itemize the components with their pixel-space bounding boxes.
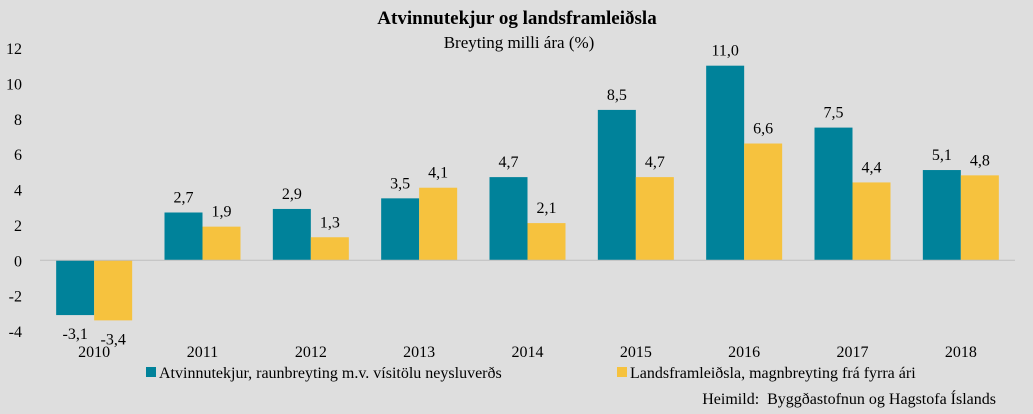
data-label-landsframleidsla-2013: 4,1	[428, 165, 448, 182]
data-label-atvinnutekjur-2012: 2,9	[282, 186, 302, 203]
x-tick-label-2018: 2018	[945, 344, 977, 361]
x-tick-label-2013: 2013	[403, 344, 435, 361]
bar-atvinnutekjur-2013	[381, 198, 420, 261]
bar-atvinnutekjur-2010	[56, 260, 95, 316]
bar-landsframleidsla-2012	[310, 237, 349, 261]
source-note: Heimild: Byggðastofnun og Hagstofa Íslan…	[702, 389, 996, 408]
x-tick-label-2011: 2011	[187, 344, 218, 361]
data-label-landsframleidsla-2015: 4,7	[645, 154, 665, 171]
legend-swatch-landsframleidsla	[617, 367, 627, 377]
data-label-landsframleidsla-2016: 6,6	[753, 121, 773, 138]
bar-landsframleidsla-2011	[202, 226, 241, 261]
bar-landsframleidsla-2014	[527, 223, 566, 261]
data-label-atvinnutekjur-2010: -3,1	[63, 326, 88, 343]
data-label-landsframleidsla-2012: 1,3	[320, 214, 340, 231]
data-label-atvinnutekjur-2018: 5,1	[932, 147, 952, 164]
bar-landsframleidsla-2017	[852, 182, 891, 261]
y-tick-label: 4	[14, 183, 22, 200]
bar-landsframleidsla-2018	[960, 175, 999, 261]
bar-atvinnutekjur-2012	[272, 208, 311, 261]
y-tick-label: -4	[9, 324, 22, 341]
data-label-atvinnutekjur-2016: 11,0	[711, 43, 738, 60]
bar-landsframleidsla-2013	[419, 187, 458, 261]
bar-landsframleidsla-2015	[635, 177, 674, 261]
data-label-landsframleidsla-2011: 1,9	[212, 204, 232, 221]
x-tick-label-2010: 2010	[78, 344, 110, 361]
y-tick-label: 2	[14, 218, 22, 235]
x-tick-label-2016: 2016	[728, 344, 760, 361]
data-label-atvinnutekjur-2015: 8,5	[607, 87, 627, 104]
data-labels: -3,1 -3,4 2,7 1,9 2,9 1,3 3,5 4,1 4,7 2,1 8,5 4,7 11…	[63, 43, 990, 349]
y-tick-label: -2	[9, 289, 22, 306]
y-tick-label: 6	[14, 147, 22, 164]
bar-atvinnutekjur-2011	[164, 212, 203, 261]
legend: Atvinnutekjur, raunbreyting m.v. vísitöl…	[146, 365, 916, 382]
y-tick-label: 10	[6, 76, 22, 93]
x-tick-label-2014: 2014	[512, 344, 544, 361]
x-tick-label-2015: 2015	[620, 344, 652, 361]
bar-atvinnutekjur-2016	[706, 65, 745, 261]
y-tick-label: 12	[6, 41, 22, 58]
y-axis: 12 10 8 6 4 2 0 -2 -4	[6, 41, 22, 341]
x-tick-label-2012: 2012	[295, 344, 327, 361]
bar-atvinnutekjur-2017	[814, 127, 853, 261]
y-tick-label: 8	[14, 112, 22, 129]
data-label-atvinnutekjur-2013: 3,5	[390, 175, 410, 192]
data-label-atvinnutekjur-2017: 7,5	[824, 105, 844, 122]
chart-title: Atvinnutekjur og landsframleiðsla	[377, 8, 657, 29]
legend-swatch-atvinnutekjur	[146, 367, 156, 377]
data-label-landsframleidsla-2018: 4,8	[970, 152, 990, 169]
bars	[56, 65, 999, 321]
data-label-landsframleidsla-2017: 4,4	[862, 159, 882, 176]
legend-label-landsframleidsla: Landsframleiðsla, magnbreyting frá fyrra…	[630, 365, 916, 382]
data-label-atvinnutekjur-2014: 4,7	[499, 154, 519, 171]
bar-atvinnutekjur-2015	[597, 109, 636, 261]
x-axis: 2010 2011 2012 2013 2014 2015 2016 2017 2018	[78, 344, 977, 361]
data-label-landsframleidsla-2014: 2,1	[537, 200, 557, 217]
data-label-atvinnutekjur-2011: 2,7	[174, 189, 194, 206]
y-tick-label: 0	[14, 253, 22, 270]
bar-atvinnutekjur-2018	[922, 170, 961, 261]
chart-subtitle: Breyting milli ára (%)	[444, 33, 595, 52]
bar-landsframleidsla-2010	[94, 260, 133, 321]
bar-atvinnutekjur-2014	[489, 177, 528, 261]
bar-landsframleidsla-2016	[744, 143, 783, 261]
data-label-landsframleidsla-2010: -3,4	[101, 331, 126, 348]
legend-label-atvinnutekjur: Atvinnutekjur, raunbreyting m.v. vísitöl…	[159, 365, 502, 382]
x-tick-label-2017: 2017	[837, 344, 869, 361]
